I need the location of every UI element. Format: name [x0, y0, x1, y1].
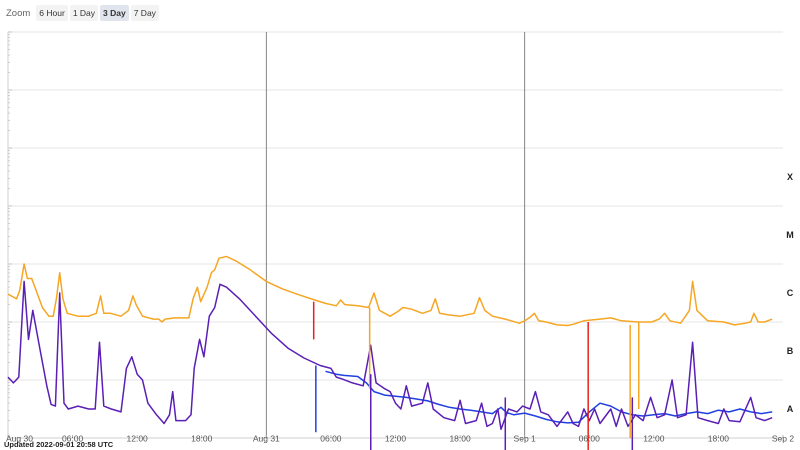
zoom-bar: Zoom 6 Hour 1 Day 3 Day 7 Day [6, 4, 159, 22]
updated-timestamp: Updated 2022-09-01 20:58 UTC [4, 440, 114, 449]
zoom-7-day-button[interactable]: 7 Day [130, 5, 159, 21]
series-line-1 [325, 370, 773, 424]
x-tick-label: 06:00 [320, 433, 342, 443]
x-tick-label: Aug 30 [6, 433, 33, 443]
x-tick-label: 18:00 [191, 433, 213, 443]
x-tick-label: Aug 31 [253, 433, 280, 443]
x-tick-label: 12:00 [127, 433, 149, 443]
zoom-3-day-button[interactable]: 3 Day [100, 5, 129, 21]
y-class-label-c: C [787, 288, 794, 298]
x-tick-label: 12:00 [643, 433, 665, 443]
x-tick-label: 18:00 [449, 433, 471, 443]
zoom-label: Zoom [6, 7, 31, 19]
x-tick-label: 06:00 [579, 433, 601, 443]
series-line-2 [7, 280, 773, 431]
y-class-label-a: A [787, 404, 794, 414]
y-class-label-m: M [786, 230, 794, 240]
x-tick-label: 18:00 [708, 433, 730, 443]
series-line-0 [7, 255, 773, 327]
y-class-label-b: B [787, 346, 794, 356]
x-tick-label: Sep 2 [772, 433, 794, 443]
x-tick-label: 06:00 [62, 433, 84, 443]
x-tick-label: 12:00 [385, 433, 407, 443]
y-class-label-x: X [787, 172, 793, 182]
x-tick-label: Sep 1 [514, 433, 536, 443]
zoom-1-day-button[interactable]: 1 Day [69, 5, 99, 21]
zoom-6-hour-button[interactable]: 6 Hour [36, 5, 68, 21]
